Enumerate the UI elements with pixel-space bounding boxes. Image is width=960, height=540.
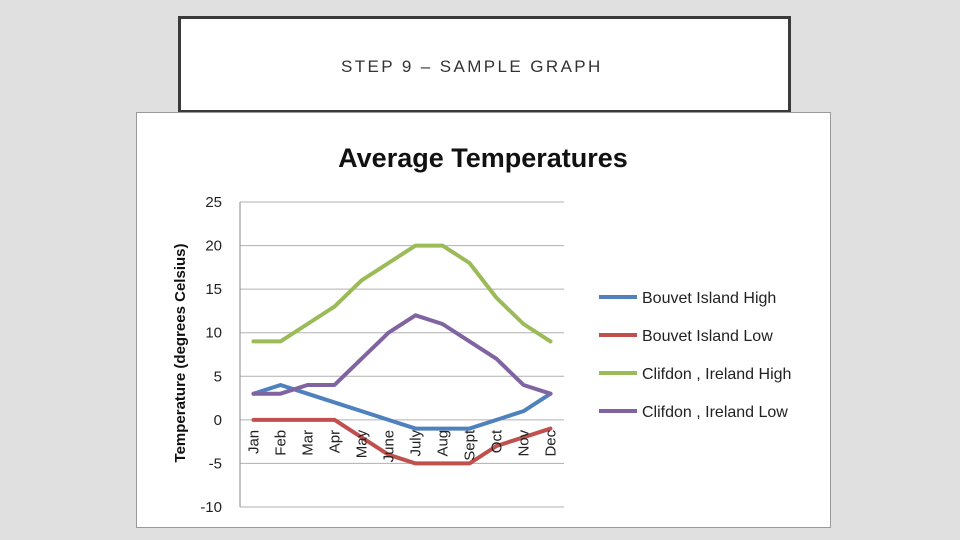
x-tick-label: Apr [327,430,344,453]
line-chart: Average Temperatures Temperature (degree… [172,143,791,516]
y-tick-label: 10 [205,325,222,342]
chart-container: Average Temperatures Temperature (degree… [136,112,831,528]
legend-label: Bouvet Island High [642,290,776,307]
x-tick-label: May [354,429,371,458]
legend-label: Bouvet Island Low [642,328,773,345]
x-tick-label: Mar [300,430,317,456]
slide-title-box: STEP 9 – SAMPLE GRAPH [178,16,791,113]
y-tick-label: 15 [205,281,222,298]
legend-label: Clifdon , Ireland Low [642,404,788,421]
x-tick-label: Sept [462,429,479,461]
y-tick-label: 20 [205,238,222,255]
series-lines [251,243,553,466]
chart-title: Average Temperatures [338,143,628,173]
slide-title: STEP 9 – SAMPLE GRAPH [341,57,603,76]
x-tick-label: Nov [516,429,533,456]
series-line-clifdon-ireland-high [251,243,553,344]
gridlines [239,201,564,508]
series-line-bouvet-island-high [251,383,553,431]
x-tick-label: Dec [543,429,560,456]
y-tick-label: -5 [209,455,222,472]
x-tick-label: Jan [246,430,263,454]
x-tick-label: Aug [435,430,452,457]
series-line-bouvet-island-low [251,417,553,466]
y-tick-label: 0 [214,412,222,429]
series-line-clifdon-ireland-low [251,313,553,396]
x-tick-label: July [408,429,425,456]
legend-label: Clifdon , Ireland High [642,366,791,383]
y-axis-ticks: 25 20 15 10 5 0 -5 -10 [200,194,222,516]
y-axis-title: Temperature (degrees Celsius) [172,244,189,463]
x-axis-ticks: Jan Feb Mar Apr May June July Aug Sept Oct Nov Dec [246,429,560,462]
y-tick-label: -10 [200,499,222,516]
x-tick-label: Feb [273,430,290,456]
x-tick-label: Oct [489,429,506,453]
y-tick-label: 25 [205,194,222,211]
x-tick-label: June [381,430,398,463]
y-tick-label: 5 [214,368,222,385]
legend: Bouvet Island High Bouvet Island Low Clifd… [599,290,791,421]
